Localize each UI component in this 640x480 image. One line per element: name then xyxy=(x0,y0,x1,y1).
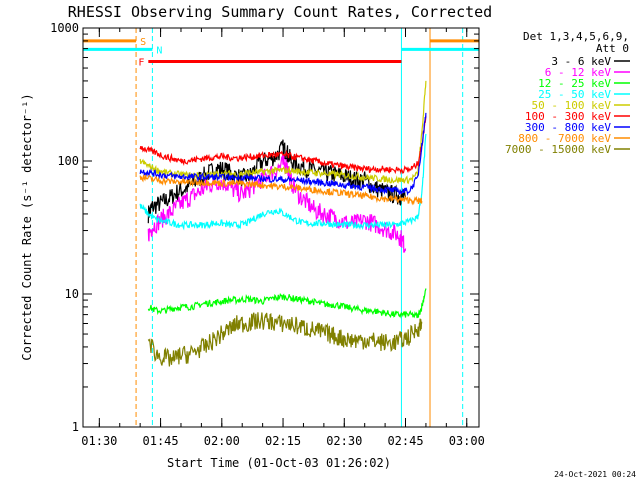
legend-label: 6 - 12 keV xyxy=(545,66,612,79)
x-tick-label: 02:00 xyxy=(204,434,240,448)
x-tick-label: 01:45 xyxy=(143,434,179,448)
x-tick-label: 01:30 xyxy=(81,434,117,448)
legend-label: 3 - 6 keV xyxy=(551,55,611,68)
y-tick-label: 1000 xyxy=(50,21,79,35)
y-tick-label: 10 xyxy=(65,287,79,301)
detector-info-line: Att 0 xyxy=(596,42,629,55)
series-line-4 xyxy=(139,80,427,185)
plot-area: SN F xyxy=(83,28,479,427)
chart-title: RHESSI Observing Summary Count Rates, Co… xyxy=(68,3,492,21)
x-tick-label: 02:15 xyxy=(265,434,301,448)
x-axis-label: Start Time (01-Oct-03 01:26:02) xyxy=(167,456,391,470)
legend-label: 7000 - 15000 keV xyxy=(505,143,611,156)
series-line-2 xyxy=(147,288,427,319)
plot-frame xyxy=(82,27,480,428)
x-tick-label: 03:00 xyxy=(449,434,485,448)
footer-timestamp: 24-Oct-2021 00:24 xyxy=(554,470,636,479)
x-tick-label: 02:30 xyxy=(326,434,362,448)
status-flag-0: S xyxy=(140,37,146,48)
axes: 1 10 100 1000 01:30 01:45 02:00 02:15 02:30 02:45… xyxy=(50,21,485,448)
series-line-7 xyxy=(139,174,423,206)
series-line-3 xyxy=(139,133,427,231)
y-tick-label: 1 xyxy=(72,420,79,434)
legend-label: 12 - 25 keV xyxy=(538,77,611,90)
legend-label: 800 - 7000 keV xyxy=(518,132,611,145)
y-tick-label: 100 xyxy=(57,154,79,168)
legend-label: 300 - 800 keV xyxy=(525,121,611,134)
series-line-5 xyxy=(139,115,427,175)
legend-label: 50 - 100 keV xyxy=(532,99,612,112)
detector-info-line: Det 1,3,4,5,6,9, xyxy=(523,30,629,43)
series-line-6 xyxy=(139,112,427,196)
legend-label: 100 - 300 keV xyxy=(525,110,611,123)
y-axis-label: Corrected Count Rate (s⁻¹ detector⁻¹) xyxy=(20,93,34,360)
x-tick-label: 02:45 xyxy=(387,434,423,448)
legend-label: 25 - 50 keV xyxy=(538,88,611,101)
series-line-8 xyxy=(147,312,423,367)
status-flag-2: F xyxy=(138,57,144,68)
series-line-1 xyxy=(147,153,407,253)
status-flag-1: N xyxy=(156,45,162,56)
